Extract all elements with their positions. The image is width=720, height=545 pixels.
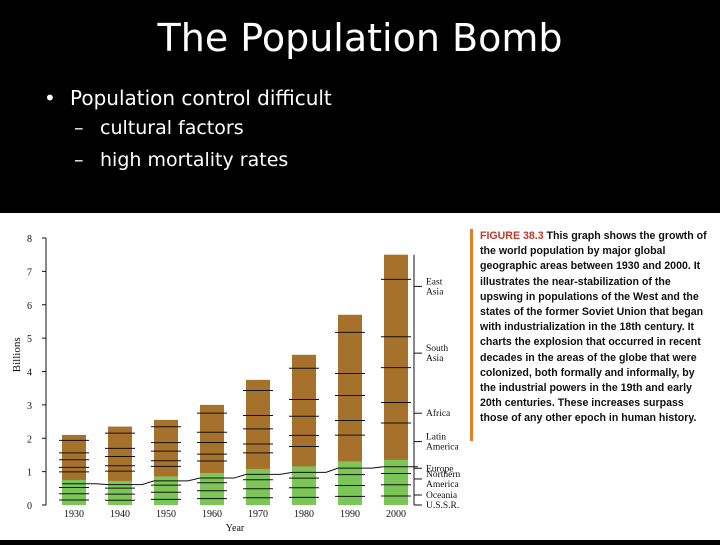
subbullet-item: – high mortality rates — [44, 144, 332, 176]
x-tick-label: 1930 — [64, 509, 84, 520]
caption-label: FIGURE 38.3 — [480, 230, 544, 242]
bar-upper-segment — [154, 419, 178, 477]
figure-caption: FIGURE 38.3 This graph shows the growth … — [480, 229, 712, 427]
x-axis-label: Year — [226, 523, 245, 534]
x-tick-label: 1990 — [340, 509, 360, 520]
y-tick-label: 8 — [27, 234, 32, 245]
bar-upper-segment — [338, 314, 362, 462]
subbullet-item: – cultural factors — [44, 112, 332, 144]
subbullet-text: cultural factors — [100, 117, 244, 139]
y-tick-label: 4 — [27, 368, 32, 379]
region-label: Europe — [426, 464, 453, 474]
slide-title: The Population Bomb — [157, 16, 563, 60]
y-tick-label: 7 — [27, 267, 32, 278]
x-tick-label: 1970 — [248, 509, 268, 520]
region-label: East — [426, 277, 443, 287]
figure-image: 0 1 2 3 4 5 6 7 8 Billions 1930 1940 1950 1960 1970 198… — [0, 213, 720, 540]
bar-upper-segment — [62, 434, 86, 480]
population-chart: 0 1 2 3 4 5 6 7 8 Billions 1930 1940 1950 1960 1970 198… — [11, 234, 461, 534]
caption-text: This graph shows the growth of the world… — [480, 230, 707, 425]
y-tick-label: 1 — [27, 468, 32, 479]
region-label: Latin — [426, 433, 446, 443]
region-label: South — [426, 344, 448, 354]
y-tick-label: 2 — [27, 434, 32, 445]
region-label: Northern — [426, 470, 461, 480]
y-tick-label: 6 — [27, 301, 32, 312]
bar-upper-segment — [108, 426, 132, 481]
bar-upper-segment — [200, 404, 224, 474]
y-tick-label: 5 — [27, 334, 32, 345]
dash-glyph: – — [74, 117, 84, 139]
bullet-glyph: • — [44, 86, 56, 110]
ussr-step-line — [62, 466, 418, 486]
region-label: America — [426, 480, 459, 490]
region-label: Asia — [426, 287, 444, 297]
bullet-list: • Population control difficult – cultural … — [44, 84, 332, 176]
dash-glyph: – — [74, 149, 84, 171]
x-tick-label: 1950 — [156, 509, 176, 520]
bar-lower-segment — [200, 473, 224, 505]
subbullet-text: high mortality rates — [100, 149, 289, 171]
bar-lower-segment — [384, 459, 408, 505]
bar-lower-segment — [338, 461, 362, 505]
bullet-text: Population control difficult — [70, 86, 332, 110]
region-label: Asia — [426, 354, 444, 364]
y-tick-label: 3 — [27, 401, 32, 412]
region-label: U.S.S.R. — [426, 501, 459, 511]
y-tick-label: 0 — [27, 501, 32, 512]
caption-accent-bar — [470, 229, 473, 441]
bar-lower-segment — [292, 466, 316, 505]
bar-upper-segment — [246, 379, 270, 469]
region-label: Africa — [426, 408, 451, 419]
x-tick-label: 2000 — [386, 509, 406, 520]
x-tick-label: 1960 — [202, 509, 222, 520]
x-tick-label: 1940 — [110, 509, 130, 520]
region-label: Oceania — [426, 491, 458, 501]
region-label: America — [426, 443, 459, 453]
bullet-item: • Population control difficult — [44, 84, 332, 112]
y-axis-label: Billions — [11, 337, 23, 372]
bar-upper-segment — [292, 354, 316, 467]
bar-lower-segment — [246, 468, 270, 505]
bar-upper-segment — [384, 254, 408, 460]
x-tick-label: 1980 — [294, 509, 314, 520]
